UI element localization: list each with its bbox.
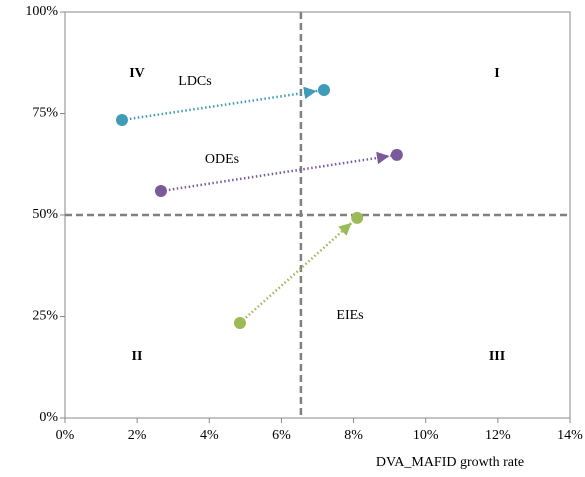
point: [154, 185, 167, 198]
x-tick-label: 10%: [413, 428, 439, 443]
x-tick-label: 8%: [344, 428, 363, 443]
quadrant-label: IV: [129, 66, 145, 81]
x-tick-label: 12%: [485, 428, 511, 443]
point: [233, 316, 246, 329]
point: [351, 211, 364, 224]
x-tick-label: 14%: [557, 428, 583, 443]
quadrant-label: III: [489, 349, 505, 364]
series-label: LDCs: [178, 74, 211, 89]
x-tick-label: 2%: [128, 428, 147, 443]
arrow-line: [160, 151, 398, 193]
y-tick-label: 100%: [25, 4, 58, 19]
quadrant-label: I: [494, 66, 499, 81]
x-tick-label: 4%: [200, 428, 219, 443]
x-axis-label: DVA_MAFID growth rate: [376, 455, 524, 470]
x-tick-label: 6%: [272, 428, 291, 443]
arrow-line: [239, 216, 359, 324]
point: [317, 83, 330, 96]
y-tick-label: 25%: [32, 309, 58, 324]
series-label: ODEs: [205, 152, 239, 167]
point: [115, 113, 128, 126]
series-label: EIEs: [336, 308, 363, 323]
y-tick-label: 50%: [32, 207, 58, 222]
quadrant-label: II: [132, 349, 143, 364]
y-tick-label: 75%: [32, 106, 58, 121]
x-tick-label: 0%: [56, 428, 75, 443]
point: [390, 148, 403, 161]
arrow-line: [121, 86, 325, 122]
y-tick-label: 0%: [39, 410, 58, 425]
